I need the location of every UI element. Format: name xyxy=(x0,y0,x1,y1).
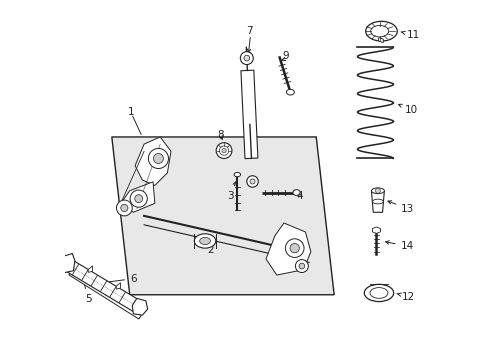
Ellipse shape xyxy=(365,21,396,41)
Ellipse shape xyxy=(194,234,215,248)
Circle shape xyxy=(249,179,255,184)
Text: 7: 7 xyxy=(246,26,253,36)
Polygon shape xyxy=(135,137,171,185)
Text: 14: 14 xyxy=(385,241,413,251)
Text: 10: 10 xyxy=(398,104,417,115)
Polygon shape xyxy=(132,298,147,315)
Circle shape xyxy=(244,55,249,61)
Ellipse shape xyxy=(372,199,383,204)
Polygon shape xyxy=(372,227,380,233)
Polygon shape xyxy=(112,137,333,295)
Text: 4: 4 xyxy=(296,191,303,201)
Polygon shape xyxy=(241,70,257,159)
Circle shape xyxy=(285,239,304,257)
Polygon shape xyxy=(378,38,383,42)
Ellipse shape xyxy=(371,188,384,194)
Circle shape xyxy=(153,153,163,163)
Circle shape xyxy=(121,204,128,212)
Polygon shape xyxy=(88,266,92,273)
Polygon shape xyxy=(116,283,120,289)
Circle shape xyxy=(116,200,132,216)
Circle shape xyxy=(298,263,304,269)
Circle shape xyxy=(222,148,226,153)
Ellipse shape xyxy=(286,89,294,95)
Polygon shape xyxy=(371,191,384,212)
Text: 1: 1 xyxy=(128,107,135,117)
Ellipse shape xyxy=(199,237,210,244)
Circle shape xyxy=(148,148,168,168)
Text: 5: 5 xyxy=(81,277,92,304)
Circle shape xyxy=(216,143,231,158)
Polygon shape xyxy=(69,269,142,319)
Ellipse shape xyxy=(234,172,240,177)
Ellipse shape xyxy=(370,26,388,37)
Text: 6: 6 xyxy=(103,274,136,284)
Circle shape xyxy=(130,190,147,207)
Text: 12: 12 xyxy=(396,292,415,302)
Ellipse shape xyxy=(369,288,387,298)
Text: 9: 9 xyxy=(282,51,288,61)
Ellipse shape xyxy=(292,190,300,195)
Circle shape xyxy=(375,188,380,193)
Text: 13: 13 xyxy=(387,201,414,214)
Circle shape xyxy=(240,51,253,64)
Polygon shape xyxy=(265,223,310,275)
Polygon shape xyxy=(58,253,75,273)
Circle shape xyxy=(246,176,258,187)
Polygon shape xyxy=(63,259,142,313)
Circle shape xyxy=(289,243,299,253)
Polygon shape xyxy=(121,182,155,212)
Circle shape xyxy=(219,146,228,155)
Circle shape xyxy=(135,195,142,203)
Text: 3: 3 xyxy=(226,182,236,201)
Text: 11: 11 xyxy=(400,30,419,40)
Circle shape xyxy=(295,260,308,273)
Text: 2: 2 xyxy=(206,242,213,255)
Text: 8: 8 xyxy=(216,130,223,140)
Ellipse shape xyxy=(364,284,393,302)
